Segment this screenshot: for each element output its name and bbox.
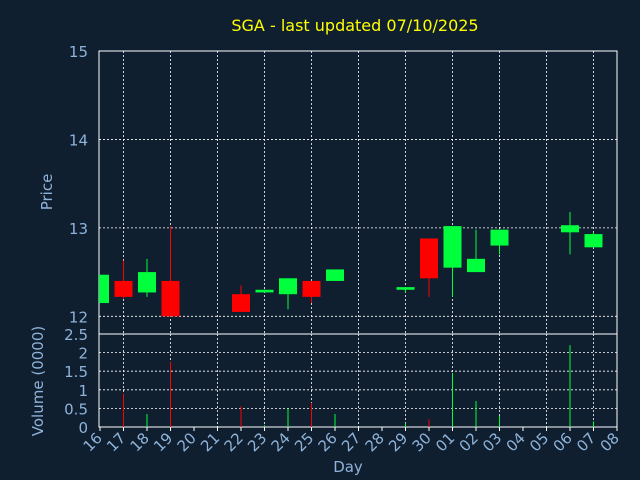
volume-tick-label: 1.5 bbox=[64, 363, 88, 381]
x-tick-label: 08 bbox=[597, 429, 623, 455]
price-candles bbox=[99, 211, 603, 317]
x-tick-label: 19 bbox=[150, 429, 176, 455]
x-tick-label: 28 bbox=[362, 429, 388, 455]
x-tick-label: 21 bbox=[197, 429, 223, 455]
x-tick-label: 03 bbox=[479, 429, 505, 455]
volume-grid bbox=[98, 333, 618, 428]
candle-body bbox=[420, 238, 438, 279]
x-tick-label: 26 bbox=[315, 429, 341, 455]
x-axis-label: Day bbox=[333, 458, 363, 476]
x-tick-label: 18 bbox=[127, 429, 153, 455]
candle-body bbox=[114, 280, 133, 297]
x-tick-label: 04 bbox=[503, 429, 529, 455]
candle-body bbox=[326, 269, 344, 281]
x-tick-label: 02 bbox=[456, 429, 482, 455]
chart-title: SGA - last updated 07/10/2025 bbox=[231, 16, 478, 35]
x-tick-label: 07 bbox=[573, 429, 599, 455]
candle-body bbox=[584, 234, 603, 248]
price-tick-label: 15 bbox=[69, 43, 88, 61]
x-tick-label: 24 bbox=[268, 429, 294, 455]
x-tick-label: 01 bbox=[432, 429, 458, 455]
volume-tick-labels: 00.511.522.5 bbox=[64, 326, 88, 437]
volume-tick-label: 2.5 bbox=[64, 326, 88, 344]
volume-bars bbox=[123, 345, 594, 427]
volume-panel-frame bbox=[98, 333, 618, 428]
x-tick-label: 20 bbox=[174, 429, 200, 455]
x-tick-label: 29 bbox=[385, 429, 411, 455]
x-tick-label: 05 bbox=[526, 429, 552, 455]
candle-body bbox=[255, 289, 274, 293]
candle-body bbox=[396, 287, 415, 290]
candle-body bbox=[561, 225, 579, 233]
price-tick-labels: 12 13 14 15 bbox=[69, 43, 88, 326]
x-tick-label: 17 bbox=[103, 429, 129, 455]
candle-body bbox=[467, 258, 485, 273]
volume-tick-label: 1 bbox=[78, 382, 88, 400]
price-axis-label: Price bbox=[38, 174, 56, 211]
candle-body bbox=[279, 278, 297, 295]
x-tick-label: 30 bbox=[409, 429, 435, 455]
candle-body bbox=[490, 229, 509, 246]
price-tick-label: 12 bbox=[69, 308, 88, 326]
volume-tick-label: 2 bbox=[78, 345, 88, 363]
price-tick-label: 14 bbox=[69, 131, 88, 149]
candle-body bbox=[443, 226, 462, 268]
volume-tick-label: 0 bbox=[78, 419, 88, 437]
volume-axis-label: Volume (0000) bbox=[29, 326, 47, 436]
candle-body bbox=[161, 280, 180, 317]
x-tick-label: 23 bbox=[244, 429, 270, 455]
candle-body bbox=[99, 274, 109, 304]
price-tick-label: 13 bbox=[69, 220, 88, 238]
x-tick-label: 25 bbox=[291, 429, 317, 455]
x-tick-label: 06 bbox=[550, 429, 576, 455]
volume-tick-label: 0.5 bbox=[64, 400, 88, 418]
candle-body bbox=[302, 280, 321, 297]
x-tick-labels: 1617181920212223242526272829300102030405… bbox=[80, 427, 623, 455]
x-tick-label: 22 bbox=[221, 429, 247, 455]
x-tick-label: 27 bbox=[338, 429, 364, 455]
candle-body bbox=[138, 272, 156, 293]
candle-body bbox=[232, 294, 250, 312]
